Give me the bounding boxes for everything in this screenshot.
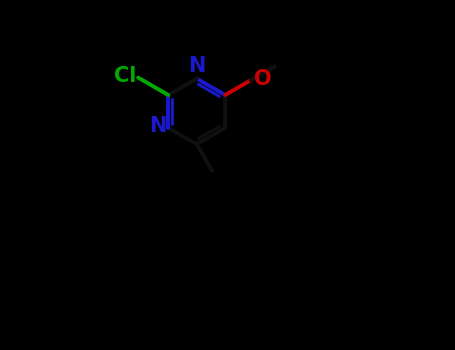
Text: O: O <box>253 69 271 89</box>
Text: N: N <box>149 116 166 136</box>
Text: Cl: Cl <box>114 65 136 85</box>
Text: N: N <box>188 56 205 76</box>
